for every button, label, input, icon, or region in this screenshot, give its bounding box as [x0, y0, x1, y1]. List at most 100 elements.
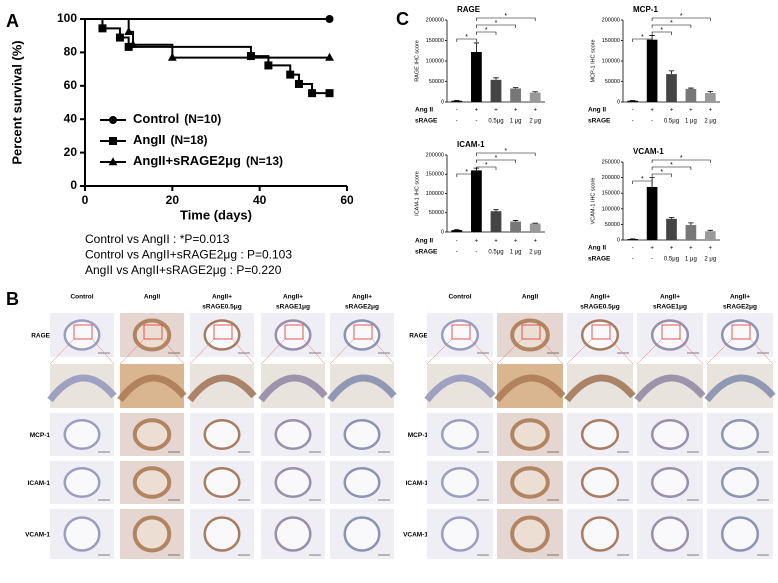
condition-value: 1 μg [510, 250, 522, 256]
error-bar [512, 87, 519, 89]
vessel-ring [510, 466, 550, 499]
y-axis-label: RAGE IHC score [414, 40, 420, 82]
vessel-ring [580, 419, 620, 450]
significance-label: * [670, 20, 673, 27]
vessel-ring [343, 467, 381, 498]
condition-value: + [689, 108, 693, 114]
significance-label: * [495, 155, 498, 162]
significance-bracket [632, 180, 653, 184]
x-tick-label: 40 [253, 193, 267, 207]
significance-bracket [476, 166, 497, 170]
condition-value: + [475, 239, 479, 245]
marker [294, 79, 303, 88]
bar [529, 92, 541, 102]
vessel-ring [650, 319, 690, 351]
marker [246, 52, 255, 61]
vessel-wall [187, 374, 257, 403]
vessel-ring [132, 418, 172, 451]
stat-line: Control vs AngII+sRAGE2μg : P=0.103 [85, 248, 292, 262]
vessel-ring [440, 516, 480, 552]
marker [115, 33, 124, 42]
vessel-ring [274, 516, 312, 552]
marker [124, 27, 134, 36]
marker [325, 89, 334, 98]
column-header: AngII+ [212, 294, 232, 301]
significance-bracket [651, 173, 672, 177]
significance-bracket [476, 159, 516, 163]
significance-label: * [641, 176, 644, 183]
condition-value: 1 μg [510, 119, 522, 125]
condition-label: sRAGE [588, 118, 611, 125]
panel-label: C [396, 9, 409, 29]
y-axis-label: VCAM-1 IHC score [590, 178, 596, 225]
zoom-connector [636, 338, 704, 365]
column-header: AngII [144, 294, 160, 301]
condition-value: - [651, 257, 653, 263]
chart-title: MCP-1 [633, 5, 658, 14]
column-header: AngII+ [352, 294, 372, 301]
condition-value: - [456, 119, 458, 125]
chart-title: VCAM-1 [633, 147, 664, 156]
x-tick-label: 20 [166, 193, 180, 207]
y-tick-label: 200000 [602, 175, 620, 181]
vessel-ring [132, 515, 172, 553]
condition-value: - [456, 108, 458, 114]
column-header: Control [70, 294, 93, 301]
vessel-wall [634, 374, 706, 403]
y-tick-label: 150000 [602, 38, 620, 44]
y-tick-label: 0 [617, 99, 620, 105]
vessel-ring [650, 467, 690, 498]
condition-value: 2 μg [529, 119, 541, 125]
bar [510, 88, 521, 102]
y-tick-label: 100000 [426, 191, 444, 197]
condition-value: + [650, 108, 654, 114]
condition-value: - [632, 257, 634, 263]
panel-label: A [6, 11, 19, 31]
vessel-wall [704, 374, 776, 403]
significance-label: * [670, 162, 673, 169]
bar [510, 221, 521, 232]
error-bar [473, 42, 480, 52]
zoom-box [143, 324, 163, 340]
vessel-ring [203, 319, 241, 351]
vessel-ring [274, 419, 312, 450]
zoom-connector [496, 338, 564, 365]
column-header: sRAGE2μg [345, 304, 379, 311]
column-header: sRAGE0.5μg [580, 304, 619, 311]
error-bar [688, 222, 694, 226]
marker [264, 61, 273, 70]
condition-value: + [475, 108, 479, 114]
marker [98, 24, 107, 33]
bar [666, 218, 677, 240]
column-header: sRAGE0.5μg [202, 304, 241, 311]
condition-label: Ang II [415, 107, 433, 114]
vessel-ring [510, 418, 550, 451]
vessel-ring [203, 516, 241, 552]
zoom-box [731, 324, 751, 340]
bar [627, 100, 639, 102]
vessel-ring [440, 319, 480, 351]
zoom-box [661, 324, 681, 340]
zoom-connector [426, 338, 494, 365]
legend-name: AngII [133, 132, 166, 147]
stat-line: Control vs AngII : *P=0.013 [85, 232, 230, 246]
condition-value: + [689, 246, 693, 252]
legend-name: Control [133, 111, 179, 126]
condition-value: + [670, 108, 674, 114]
legend-entry: AngII (N=18) [133, 132, 208, 147]
vessel-wall [47, 374, 117, 403]
vessel-ring [650, 419, 690, 450]
significance-bracket [456, 173, 477, 177]
significance-label: * [504, 13, 507, 20]
y-tick-label: 40 [64, 111, 78, 125]
significance-bracket [651, 17, 711, 21]
row-label: RAGE [409, 333, 428, 340]
condition-value: - [475, 250, 477, 256]
significance-label: * [660, 169, 663, 176]
row-label: VCAM-1 [25, 532, 50, 539]
bar [646, 186, 658, 240]
condition-value: + [709, 246, 713, 252]
vessel-ring [720, 516, 760, 552]
y-tick-label: 150000 [426, 38, 444, 44]
condition-value: + [709, 108, 713, 114]
